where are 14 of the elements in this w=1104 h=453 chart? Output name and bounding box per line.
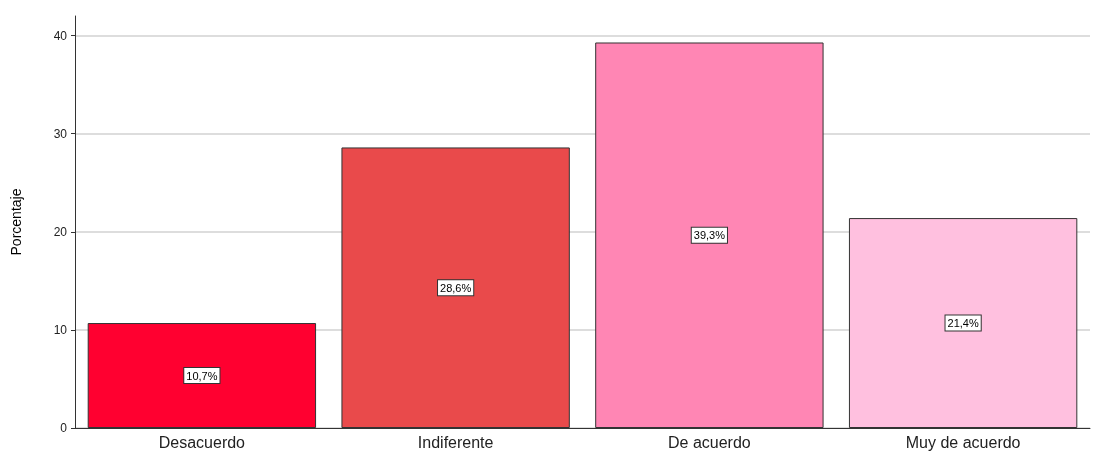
y-tick-label: 0	[60, 421, 68, 435]
data-label: 39,3%	[693, 229, 726, 242]
x-tick-label: De acuerdo	[668, 433, 751, 451]
data-label: 10,7%	[186, 369, 218, 382]
y-tick-label: 30	[53, 126, 68, 141]
y-axis-title: Porcentaje	[8, 188, 24, 256]
x-tick-label: Muy de acuerdo	[905, 433, 1021, 451]
y-tick-label: 20	[53, 224, 68, 239]
y-tick-label: 40	[53, 28, 68, 43]
data-label: 28,6%	[440, 281, 472, 294]
x-tick-label: Indiferente	[417, 433, 494, 451]
data-label: 21,4%	[947, 317, 979, 330]
y-tick-label: 10	[53, 322, 68, 337]
x-tick-label: Desacuerdo	[158, 433, 246, 451]
